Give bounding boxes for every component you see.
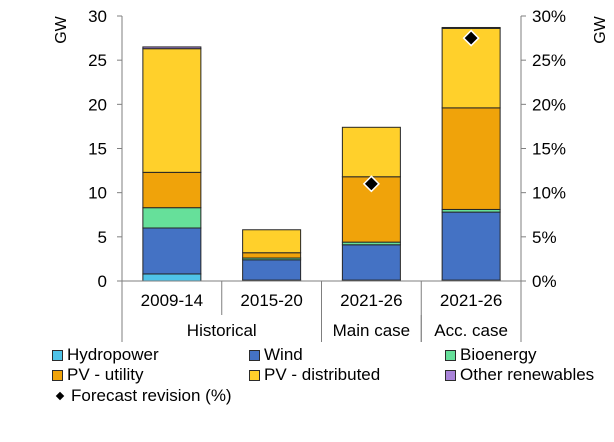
- legend-label-pv-distributed: PV - distributed: [264, 365, 381, 384]
- group-label: Historical: [187, 321, 257, 340]
- x-tick-label: 2021-26: [340, 291, 402, 310]
- bar-segment-wind: [441, 211, 501, 281]
- y-tick-label: 5: [98, 228, 107, 247]
- x-tick-label: 2021-26: [440, 291, 502, 310]
- y2-tick-label: 25%: [532, 51, 566, 70]
- legend-item-hydropower: Hydropower: [52, 345, 159, 365]
- bar-segment-wind: [242, 259, 302, 281]
- y2-tick-label: 0%: [532, 272, 557, 291]
- y2-tick-label: 5%: [532, 228, 557, 247]
- legend-swatch-pv-distributed: [249, 369, 260, 381]
- y-tick-label: 0: [98, 272, 107, 291]
- bar-segment-pv-utility: [441, 107, 501, 210]
- bar-segment-wind: [142, 227, 202, 275]
- legend-swatch-other-renewables: [445, 369, 456, 381]
- bar-segment-wind: [341, 244, 401, 281]
- revision-markers: [362, 29, 480, 193]
- y-tick-label: 20: [88, 95, 107, 114]
- bar-segment-pv-distributed: [242, 229, 302, 254]
- x-tick-label: 2015-20: [240, 291, 302, 310]
- bar-segment-hydropower: [142, 273, 202, 282]
- y-tick-label: 10: [88, 184, 107, 203]
- legend-swatch-hydropower: [52, 349, 63, 361]
- legend-label-bioenergy: Bioenergy: [460, 345, 537, 364]
- bar-segment-other-renewables: [441, 26, 501, 29]
- y2-tick-label: 15%: [532, 140, 566, 159]
- legend-label-wind: Wind: [264, 345, 303, 364]
- group-label: Acc. case: [434, 321, 508, 340]
- bar-segment-pv-utility: [142, 171, 202, 209]
- legend-swatch-wind: [249, 349, 260, 361]
- legend-label-pv-utility: PV - utility: [67, 365, 144, 384]
- axes-layer: 0 5 10 15 20 25 30 0% 5% 10% 15% 20% 25% 30% GW GW 2009-…: [53, 7, 609, 342]
- legend-swatch-bioenergy: [445, 349, 456, 361]
- y-tick-label: 15: [88, 140, 107, 159]
- legend-item-forecast-revision: Forecast revision (%): [52, 386, 232, 406]
- y-tick-label: 30: [88, 7, 107, 26]
- legend-item-bioenergy: Bioenergy: [445, 345, 537, 365]
- forecast-revision-marker: [462, 29, 480, 47]
- bar-segment-pv-utility: [242, 252, 302, 259]
- legend: Hydropower Wind Bioenergy PV - utility P…: [0, 344, 614, 414]
- y2-tick-label: 20%: [532, 95, 566, 114]
- group-label: Main case: [333, 321, 410, 340]
- y2-tick-label: 10%: [532, 184, 566, 203]
- legend-item-other-renewables: Other renewables: [445, 365, 594, 385]
- y2-axis-title: GW: [592, 15, 609, 43]
- legend-label-hydropower: Hydropower: [67, 345, 159, 364]
- legend-item-pv-distributed: PV - distributed: [249, 365, 380, 385]
- legend-item-pv-utility: PV - utility: [52, 365, 144, 385]
- y-axis-title: GW: [53, 15, 70, 43]
- legend-swatch-pv-utility: [52, 369, 63, 381]
- forecast-revision-marker: [362, 175, 380, 193]
- legend-item-wind: Wind: [249, 345, 303, 365]
- bar-segment-pv-distributed: [142, 48, 202, 173]
- x-tick-label: 2009-14: [141, 291, 203, 310]
- legend-label-forecast-revision: Forecast revision (%): [71, 386, 232, 405]
- y-tick-label: 25: [88, 51, 107, 70]
- y2-tick-label: 30%: [532, 7, 566, 26]
- bar-segment-other-renewables: [142, 46, 202, 50]
- diamond-icon: [55, 391, 65, 401]
- bar-segment-bioenergy: [142, 207, 202, 229]
- legend-label-other-renewables: Other renewables: [460, 365, 595, 384]
- bar-segment-pv-distributed: [341, 126, 401, 178]
- bars-layer: [142, 26, 501, 282]
